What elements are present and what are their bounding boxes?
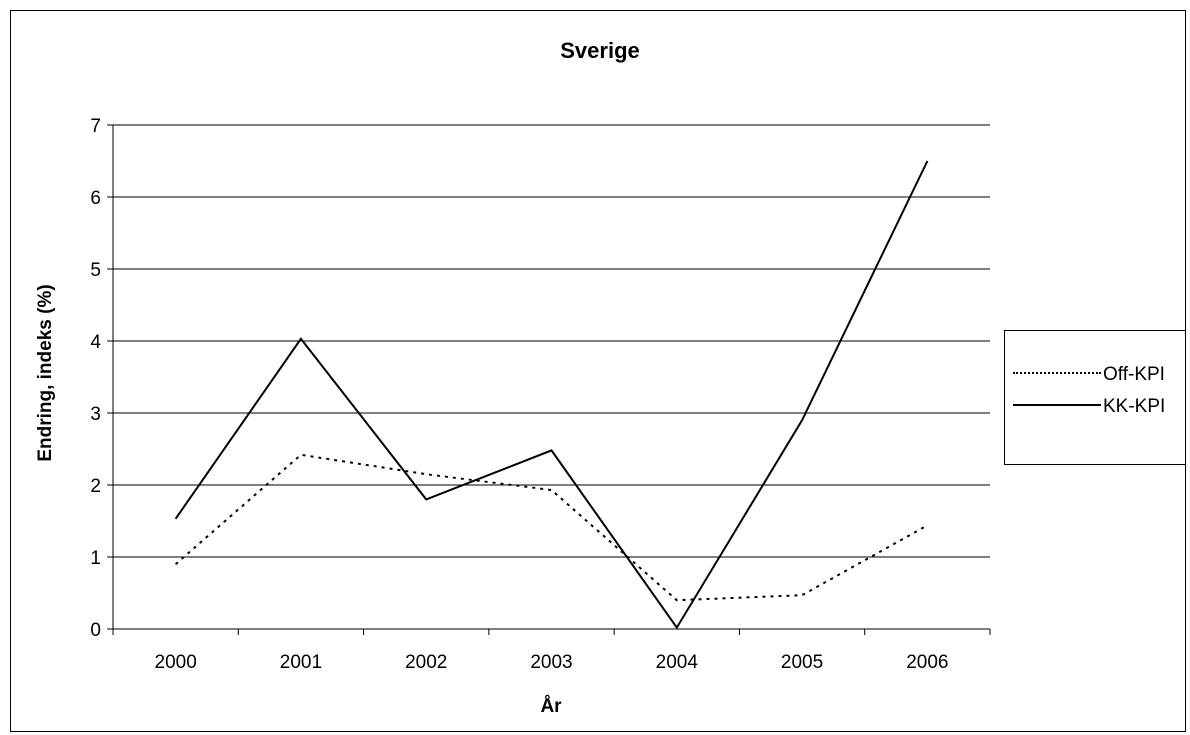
x-tick-label: 2000 xyxy=(155,652,197,673)
x-tick-label: 2006 xyxy=(906,652,948,673)
y-tick-label: 2 xyxy=(90,476,101,497)
x-tick-label: 2004 xyxy=(656,652,699,673)
x-tick-label: 2002 xyxy=(405,652,447,673)
gridlines xyxy=(113,124,990,558)
x-tick-label: 2005 xyxy=(781,652,823,673)
legend-label: KK-KPI xyxy=(1103,396,1166,417)
chart-frame xyxy=(10,10,1186,732)
x-tick-label: 2001 xyxy=(280,652,322,673)
y-tick-label: 4 xyxy=(90,332,101,353)
axes xyxy=(107,124,991,635)
legend: Off-KPI KK-KPI xyxy=(1004,330,1186,465)
legend-label: Off-KPI xyxy=(1103,364,1165,385)
y-tick-label: 7 xyxy=(90,116,101,137)
tick-labels: 0 1 2 3 4 5 6 7 2000 2001 2002 2003 2004 2005 2006 xyxy=(90,116,948,673)
legend-item-kk-kpi: KK-KPI xyxy=(1005,392,1185,422)
series-line-off-kpi xyxy=(174,453,928,602)
y-tick-label: 0 xyxy=(90,620,101,641)
y-tick-label: 1 xyxy=(90,548,101,569)
legend-item-off-kpi: Off-KPI xyxy=(1005,360,1185,390)
x-axis-label: År xyxy=(540,696,562,717)
x-tick-label: 2003 xyxy=(530,652,572,673)
chart-title: Sverige xyxy=(560,38,640,63)
y-tick-label: 6 xyxy=(90,188,101,209)
y-tick-label: 5 xyxy=(90,260,101,281)
y-axis-label: Endring, indeks (%) xyxy=(35,284,56,461)
y-tick-label: 3 xyxy=(90,404,101,425)
series-lines xyxy=(174,160,929,630)
legend-swatch-dotted xyxy=(1013,372,1101,374)
legend-swatch-solid xyxy=(1013,404,1101,406)
series-line-kk-kpi xyxy=(174,160,929,630)
